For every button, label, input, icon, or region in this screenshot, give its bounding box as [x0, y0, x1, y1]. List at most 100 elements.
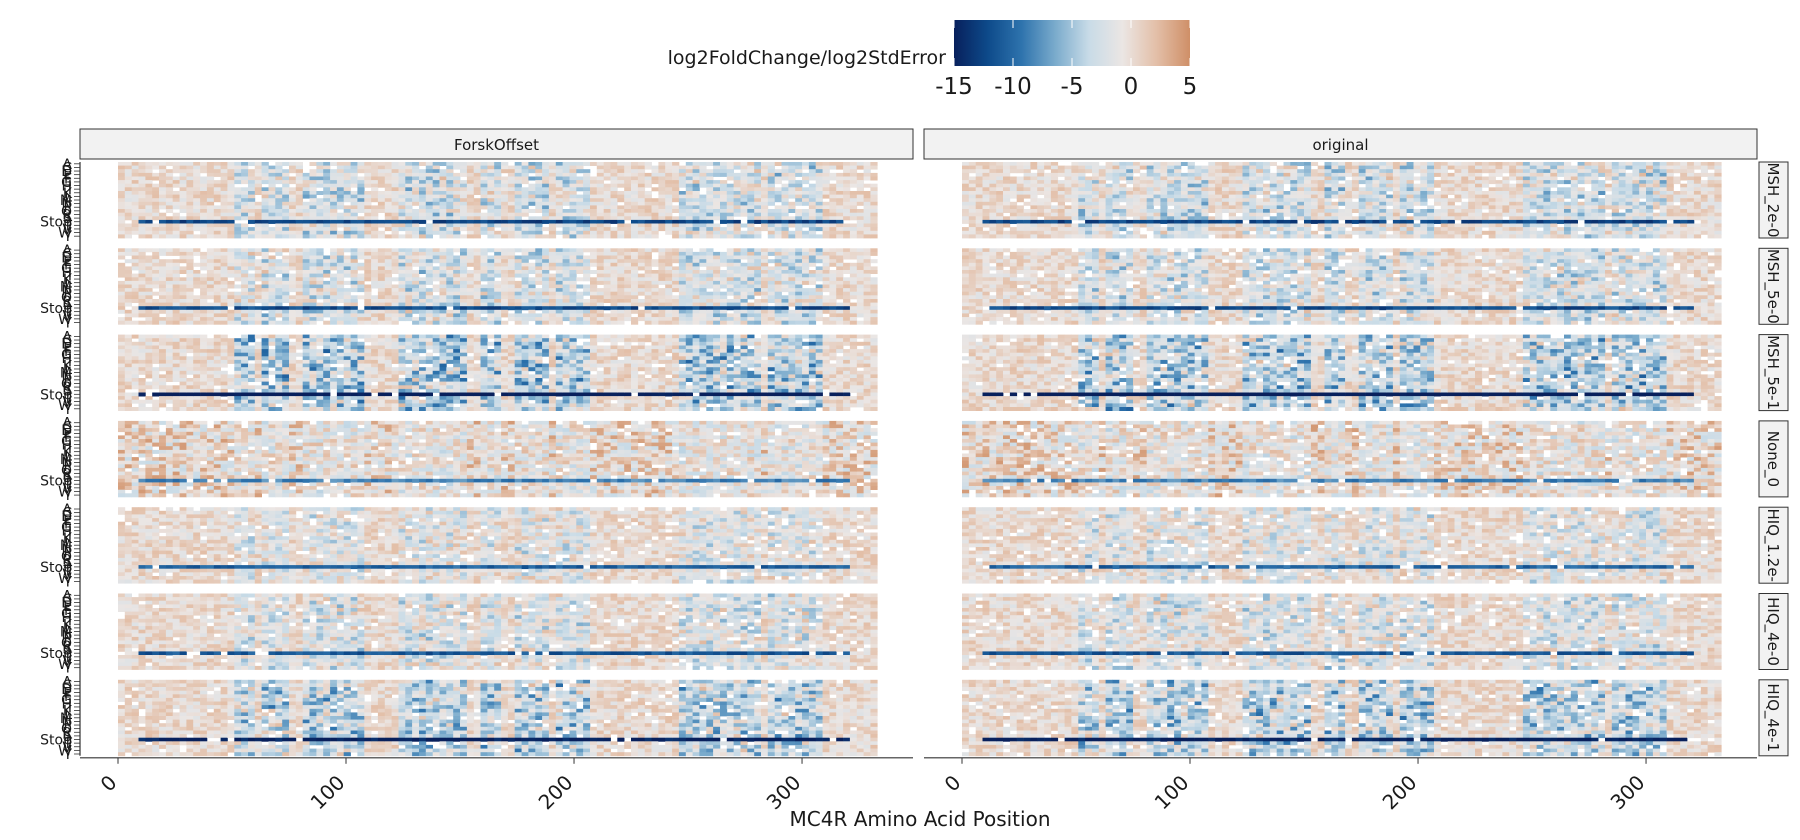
- heatmap-cell: [549, 198, 556, 202]
- heatmap-cell: [713, 216, 720, 220]
- heatmap-cell: [269, 209, 276, 213]
- heatmap-cell: [1366, 169, 1373, 173]
- heatmap-cell: [1181, 180, 1188, 184]
- heatmap-cell: [1393, 173, 1400, 177]
- heatmap-cell: [467, 180, 474, 184]
- heatmap-cell: [809, 177, 816, 181]
- heatmap-cell: [1502, 184, 1509, 188]
- heatmap-cell: [1126, 202, 1133, 206]
- heatmap-cell: [1311, 187, 1318, 191]
- heatmap-cell: [330, 173, 337, 177]
- heatmap-cell: [1297, 216, 1304, 220]
- heatmap-cell: [241, 234, 248, 238]
- heatmap-cell: [816, 213, 823, 217]
- heatmap-cell: [392, 227, 399, 231]
- heatmap-cell: [1119, 224, 1126, 228]
- heatmap-cell: [1509, 195, 1516, 199]
- heatmap-cell: [1359, 220, 1366, 224]
- heatmap-cell: [433, 191, 440, 195]
- heatmap-cell: [152, 227, 159, 231]
- heatmap-cell: [1379, 224, 1386, 228]
- heatmap-cell: [1215, 224, 1222, 228]
- heatmap-cell: [1475, 184, 1482, 188]
- heatmap-cell: [371, 162, 378, 166]
- heatmap-cell: [282, 198, 289, 202]
- heatmap-cell: [1414, 224, 1421, 228]
- heatmap-cell: [139, 166, 146, 170]
- heatmap-cell: [125, 202, 132, 206]
- heatmap-cell: [186, 162, 193, 166]
- heatmap-cell: [870, 216, 877, 220]
- heatmap-cell: [576, 202, 583, 206]
- heatmap-cell: [1167, 202, 1174, 206]
- heatmap-cell: [1017, 234, 1024, 238]
- heatmap-cell: [658, 195, 665, 199]
- heatmap-cell: [1188, 187, 1195, 191]
- heatmap-cell: [1434, 198, 1441, 202]
- heatmap-cell: [501, 213, 508, 217]
- heatmap-cell: [241, 173, 248, 177]
- heatmap-cell: [1243, 169, 1250, 173]
- heatmap-cell: [1119, 205, 1126, 209]
- heatmap-cell: [433, 202, 440, 206]
- heatmap-cell: [1017, 213, 1024, 217]
- heatmap-cell: [1215, 205, 1222, 209]
- heatmap-cell: [207, 220, 214, 224]
- heatmap-cell: [269, 198, 276, 202]
- heatmap-cell: [870, 187, 877, 191]
- heatmap-cell: [1359, 202, 1366, 206]
- heatmap-cell: [392, 234, 399, 238]
- heatmap-cell: [1058, 234, 1065, 238]
- heatmap-cell: [357, 234, 364, 238]
- heatmap-cell: [1071, 187, 1078, 191]
- heatmap-cell: [1215, 191, 1222, 195]
- heatmap-cell: [1441, 187, 1448, 191]
- heatmap-cell: [1010, 191, 1017, 195]
- heatmap-cell: [535, 191, 542, 195]
- heatmap-cell: [1078, 187, 1085, 191]
- heatmap-cell: [1024, 213, 1031, 217]
- heatmap-cell: [1119, 198, 1126, 202]
- heatmap-cell: [850, 180, 857, 184]
- heatmap-cell: [446, 220, 453, 224]
- heatmap-cell: [617, 173, 624, 177]
- heatmap-cell: [1297, 227, 1304, 231]
- heatmap-cell: [1030, 216, 1037, 220]
- heatmap-cell: [1441, 227, 1448, 231]
- heatmap-cell: [180, 195, 187, 199]
- legend-tick-label: -10: [994, 74, 1032, 100]
- heatmap-cell: [214, 224, 221, 228]
- heatmap-cell: [1188, 231, 1195, 235]
- heatmap-cell: [788, 220, 795, 224]
- heatmap-cell: [1201, 198, 1208, 202]
- heatmap-cell: [330, 216, 337, 220]
- heatmap-cell: [1530, 205, 1537, 209]
- heatmap-cell: [1420, 234, 1427, 238]
- heatmap-cell: [145, 213, 152, 217]
- heatmap-cell: [693, 162, 700, 166]
- heatmap-cell: [1215, 227, 1222, 231]
- heatmap-cell: [693, 187, 700, 191]
- heatmap-cell: [590, 209, 597, 213]
- heatmap-cell: [870, 177, 877, 181]
- heatmap-cell: [494, 173, 501, 177]
- heatmap-cell: [1201, 169, 1208, 173]
- heatmap-cell: [631, 224, 638, 228]
- heatmap-cell: [1400, 187, 1407, 191]
- heatmap-cell: [761, 213, 768, 217]
- heatmap-cell: [1448, 213, 1455, 217]
- heatmap-cell: [528, 202, 535, 206]
- heatmap-cell: [1537, 202, 1544, 206]
- heatmap-cell: [1379, 191, 1386, 195]
- heatmap-cell: [392, 162, 399, 166]
- heatmap-cell: [186, 198, 193, 202]
- heatmap-cell: [337, 195, 344, 199]
- heatmap-cell: [453, 166, 460, 170]
- heatmap-cell: [549, 227, 556, 231]
- heatmap-cell: [214, 198, 221, 202]
- heatmap-cell: [1249, 184, 1256, 188]
- heatmap-cell: [1502, 198, 1509, 202]
- heatmap-cell: [364, 227, 371, 231]
- heatmap-cell: [180, 191, 187, 195]
- heatmap-cell: [1407, 180, 1414, 184]
